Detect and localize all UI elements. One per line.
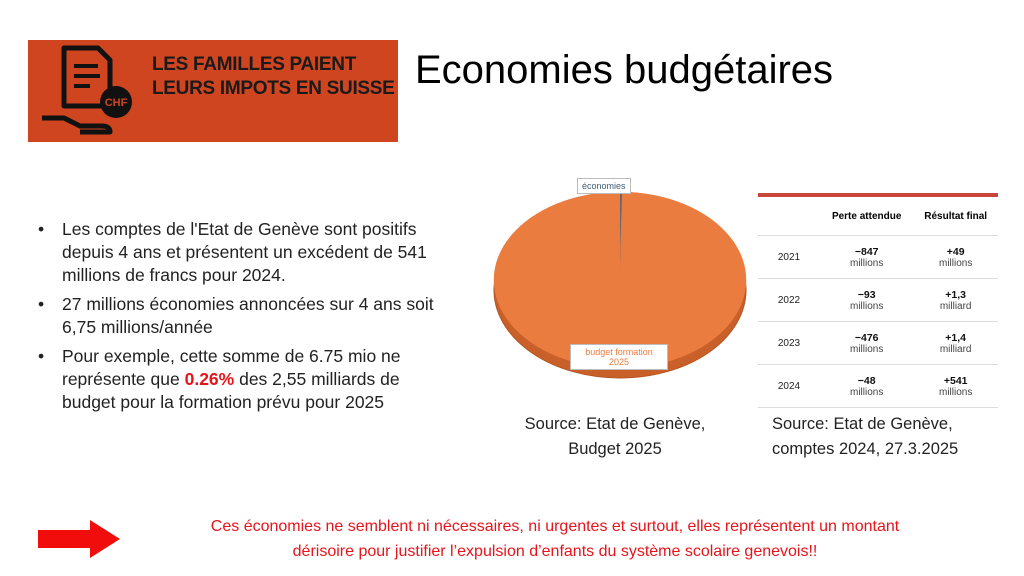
value: −847 <box>854 245 879 258</box>
value: +49 <box>946 245 965 258</box>
conclusion-line: dérisoire pour justifier l’expulsion d’e… <box>292 543 818 560</box>
source-line: Budget 2025 <box>568 440 662 458</box>
table-row: 2024 −48 millions +541 millions <box>758 364 998 408</box>
unit: milliard <box>939 300 972 312</box>
bullet-text: 27 millions économies annoncées sur 4 an… <box>62 294 434 337</box>
bullet: 27 millions économies annoncées sur 4 an… <box>36 293 456 339</box>
value-cell: −93 millions <box>820 278 914 322</box>
conclusion: Ces économies ne semblent ni nécessaires… <box>130 514 980 564</box>
header-cell <box>758 195 820 236</box>
arrow-icon <box>38 520 120 558</box>
value: −476 <box>854 331 879 344</box>
year-cell: 2021 <box>758 235 820 279</box>
table-row: 2021 −847 millions +49 millions <box>758 235 998 279</box>
source-line: Source: Etat de Genève, <box>772 415 953 433</box>
source-line: Source: Etat de Genève, <box>524 415 706 433</box>
unit: millions <box>850 300 884 312</box>
unit: millions <box>850 257 884 269</box>
unit: millions <box>850 386 884 398</box>
chart-source: Source: Etat de Genève, Budget 2025 <box>500 412 730 462</box>
value-cell: −476 millions <box>820 321 914 365</box>
bullet-text: Pour exemple, cette somme de 6.75 mio ne… <box>62 346 401 389</box>
logo: CHF LES FAMILLES PAIENT LEURS IMPOTS EN … <box>28 40 398 142</box>
value: +541 <box>943 374 968 387</box>
value-cell: +49 millions <box>913 235 998 279</box>
unit: millions <box>939 257 973 269</box>
conclusion-line: Ces économies ne semblent ni nécessaires… <box>210 518 900 535</box>
year-cell: 2023 <box>758 321 820 365</box>
value-cell: −847 millions <box>820 235 914 279</box>
year-cell: 2022 <box>758 278 820 322</box>
bullet: Les comptes de l'Etat de Genève sont pos… <box>36 218 456 287</box>
year-cell: 2024 <box>758 364 820 408</box>
value: +1,4 <box>945 331 967 344</box>
header-cell: Résultat final <box>913 195 998 236</box>
logo-line: LES FAMILLES PAIENT <box>152 54 357 75</box>
value: −93 <box>857 288 876 301</box>
unit: millions <box>939 386 973 398</box>
bullet-text: des 2,55 milliards de budget pour la for… <box>62 369 400 412</box>
source-line: comptes 2024, 27.3.2025 <box>772 440 959 458</box>
table-row: 2023 −476 millions +1,4 milliard <box>758 321 998 365</box>
bullet: Pour exemple, cette somme de 6.75 mio ne… <box>36 345 456 414</box>
pie-chart <box>493 191 747 379</box>
bullet-list: Les comptes de l'Etat de Genève sont pos… <box>36 218 456 420</box>
value-cell: +1,3 milliard <box>913 278 998 322</box>
unit: millions <box>850 343 884 355</box>
pie-label: budget formation 2025 <box>570 344 668 370</box>
bullet-text: Les comptes de l'Etat de Genève sont pos… <box>62 219 427 285</box>
logo-line: LEURS IMPOTS EN SUISSE <box>152 78 395 99</box>
pie-label: économies <box>577 178 631 194</box>
pie-slice <box>493 191 747 369</box>
unit: milliard <box>939 343 972 355</box>
header-cell: Perte attendue <box>820 195 914 236</box>
slide-title: Economies budgétaires <box>415 48 834 92</box>
bullet-text: 0.26% <box>184 369 235 389</box>
value-cell: +541 millions <box>913 364 998 408</box>
logo-icon: CHF <box>42 45 132 135</box>
table-row: 2022 −93 millions +1,3 milliard <box>758 278 998 322</box>
value-cell: +1,4 milliard <box>913 321 998 365</box>
value: −48 <box>857 374 876 387</box>
value-cell: −48 millions <box>820 364 914 408</box>
logo-badge: CHF <box>105 97 128 109</box>
results-table: Perte attendue Résultat final 2021 −847 mi… <box>758 193 998 408</box>
value: +1,3 <box>945 288 967 301</box>
table-source: Source: Etat de Genève, comptes 2024, 27… <box>772 412 958 462</box>
